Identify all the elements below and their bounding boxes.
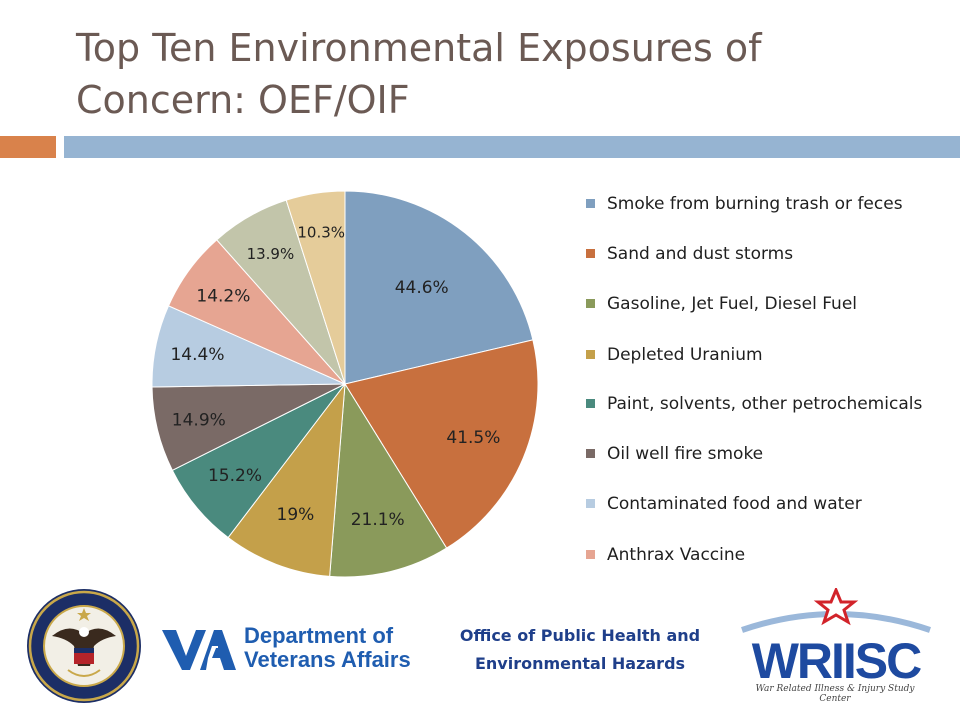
- pie-value-label: 41.5%: [446, 428, 500, 448]
- pie-slice: [344, 339, 539, 549]
- pie-value-label: 10.3%: [297, 223, 345, 241]
- slide-title: Top Ten Environmental Exposures of Conce…: [76, 26, 762, 122]
- legend-label: Contaminated food and water: [607, 494, 862, 514]
- legend-swatch: [586, 399, 595, 408]
- pie-slice: [329, 382, 448, 578]
- legend-item: Smoke from burning trash or feces: [586, 192, 946, 216]
- legend-swatch: [586, 350, 595, 359]
- va-name-line-1: Department of: [244, 623, 394, 648]
- pie-slice: [285, 190, 346, 385]
- va-logo-mark: [162, 630, 236, 670]
- pie-value-label: 14.4%: [170, 345, 224, 365]
- legend-label: Depleted Uranium: [607, 345, 763, 365]
- pie-value-label: 19%: [277, 505, 315, 525]
- wriisc-full-name: War Related Illness & Injury Study Cente…: [755, 684, 915, 704]
- pie-value-labels: 44.6% 41.5% 21.1% 19% 15.2% 14.9% 14.4% 14.2% 13…: [170, 223, 500, 530]
- pie-slice: [227, 382, 346, 577]
- legend-swatch: [586, 449, 595, 458]
- va-department-name: Department of Veterans Affairs: [244, 624, 411, 672]
- legend-item: Anthrax Vaccine: [586, 543, 946, 567]
- accent-bar-blue: [64, 136, 960, 158]
- legend-label: Oil well fire smoke: [607, 444, 764, 464]
- pie-value-label: 14.9%: [172, 411, 226, 431]
- pie-value-label: 44.6%: [395, 278, 449, 298]
- legend-label: Anthrax Vaccine: [607, 545, 746, 565]
- legend-label: Gasoline, Jet Fuel, Diesel Fuel: [607, 294, 858, 314]
- legend-label: Smoke from burning trash or feces: [607, 194, 903, 214]
- legend-swatch: [586, 299, 595, 308]
- legend-label: Paint, solvents, other petrochemicals: [607, 394, 923, 414]
- legend-swatch: [586, 199, 595, 208]
- office-name: Office of Public Health and Environmenta…: [444, 622, 716, 678]
- legend-swatch: [586, 249, 595, 258]
- va-seal-logo: [27, 589, 141, 703]
- accent-bar-orange: [0, 136, 56, 158]
- legend-swatch: [586, 499, 595, 508]
- legend-item: Depleted Uranium: [586, 343, 946, 367]
- office-line-1: Office of Public Health and: [459, 626, 701, 645]
- wriisc-wordmark: WRIISC: [752, 633, 921, 684]
- legend-item: Gasoline, Jet Fuel, Diesel Fuel: [586, 292, 946, 316]
- pie-value-label: 21.1%: [351, 510, 405, 530]
- pie-chart: 44.6% 41.5% 21.1% 19% 15.2% 14.9% 14.4% 14.2% 13…: [151, 190, 539, 578]
- pie-slice: [344, 190, 534, 385]
- office-line-2: Environmental Hazards: [474, 654, 686, 673]
- legend-item: Sand and dust storms: [586, 242, 946, 266]
- pie-value-label: 14.2%: [196, 286, 250, 306]
- legend-item: Oil well fire smoke: [586, 442, 946, 466]
- legend-label: Sand and dust storms: [607, 244, 794, 264]
- legend-item: Contaminated food and water: [586, 492, 946, 516]
- legend-item: Paint, solvents, other petrochemicals: [586, 392, 946, 416]
- wriisc-logo: WRIISC: [741, 588, 931, 684]
- legend-swatch: [586, 550, 595, 559]
- pie-value-label: 15.2%: [208, 466, 262, 486]
- va-name-line-2: Veterans Affairs: [244, 647, 411, 672]
- pie-slices: [151, 190, 539, 578]
- pie-value-label: 13.9%: [247, 245, 295, 263]
